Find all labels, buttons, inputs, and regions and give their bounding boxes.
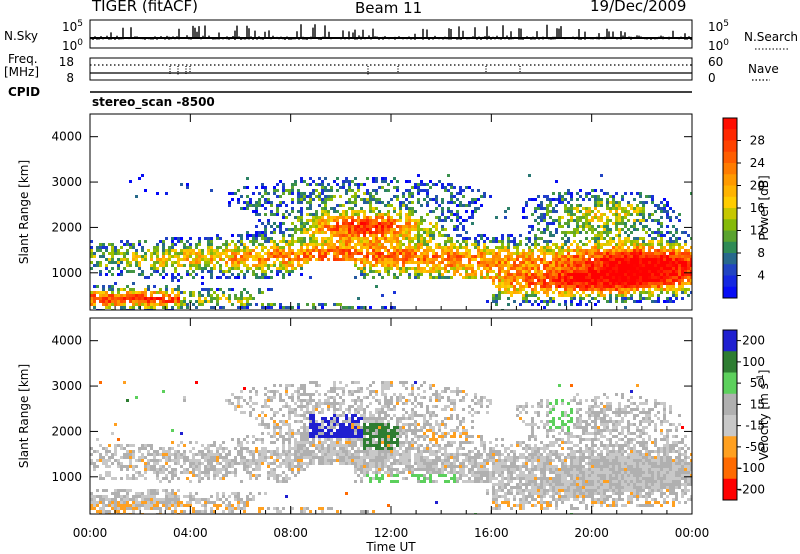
power-y-tick-label: 4000 bbox=[51, 130, 82, 144]
power-colorbar-swatch bbox=[723, 163, 737, 175]
power-colorbar-swatch bbox=[723, 185, 737, 198]
velocity-colorbar-tick-label: -50 bbox=[745, 440, 765, 454]
velocity-colorbar-swatch bbox=[723, 372, 737, 395]
velocity-colorbar-tick-label: -200 bbox=[738, 482, 765, 496]
nave-tick-label: 60 bbox=[708, 55, 723, 69]
noise-y-tick-label: 100 bbox=[62, 38, 83, 53]
velocity-colorbar-tick-label: 200 bbox=[742, 334, 765, 348]
scan-label: stereo_scan -8500 bbox=[92, 95, 215, 109]
power-colorbar-swatch bbox=[723, 118, 737, 130]
nsearch-label: N.Search bbox=[744, 30, 799, 44]
power-colorbar-swatch bbox=[723, 174, 737, 186]
beam-label: Beam 11 bbox=[355, 0, 423, 17]
velocity-y-tick-label: 1000 bbox=[51, 470, 82, 484]
velocity-colorbar-tick-label: 50 bbox=[750, 376, 765, 390]
power-colorbar-swatch bbox=[723, 286, 737, 299]
power-colorbar-tick-label: 28 bbox=[750, 134, 765, 148]
power-y-tick-label: 1000 bbox=[51, 266, 82, 280]
velocity-y-tick-label: 3000 bbox=[51, 379, 82, 393]
x-tick-label: 20:00 bbox=[574, 526, 609, 540]
velocity-colorbar-swatch bbox=[723, 478, 737, 501]
radar-title: TIGER (fitACF) bbox=[92, 0, 199, 15]
nsky-label: N.Sky bbox=[4, 29, 39, 43]
power-colorbar-label: Power [dB] bbox=[757, 175, 771, 240]
power-heatmap-cells bbox=[90, 174, 692, 310]
x-tick-label: 12:00 bbox=[374, 526, 409, 540]
noise-frame bbox=[89, 19, 693, 49]
freq-unit-label: [MHz] bbox=[4, 65, 40, 79]
freq-y-tick-label: 8 bbox=[66, 71, 74, 85]
power-colorbar-swatch bbox=[723, 129, 737, 141]
nave-tick-label: 0 bbox=[708, 71, 716, 85]
x-tick-label: 04:00 bbox=[173, 526, 208, 540]
noise-y-tick-label: 105 bbox=[62, 19, 83, 34]
velocity-colorbar-swatch bbox=[723, 393, 737, 416]
freq-label: Freq. bbox=[8, 52, 38, 66]
velocity-y-axis-label: Slant Range [km] bbox=[17, 364, 31, 468]
x-tick-label: 00:00 bbox=[675, 526, 710, 540]
velocity-y-tick-label: 2000 bbox=[51, 424, 82, 438]
power-colorbar-tick-label: 4 bbox=[757, 269, 765, 283]
power-colorbar-swatch bbox=[723, 151, 737, 164]
noise-trace bbox=[90, 24, 692, 40]
velocity-colorbar-swatch bbox=[723, 457, 737, 480]
velocity-colorbar-swatch bbox=[723, 351, 737, 373]
nave-label: Nave bbox=[748, 62, 779, 76]
power-colorbar-swatch bbox=[723, 253, 737, 265]
power-colorbar-tick-label: 24 bbox=[750, 156, 765, 170]
velocity-colorbar-tick-label: 15 bbox=[750, 397, 765, 411]
power-colorbar-swatch bbox=[723, 219, 737, 231]
cpid-label: CPID bbox=[8, 85, 41, 99]
freq-frame bbox=[89, 57, 693, 81]
power-colorbar-swatch bbox=[723, 275, 737, 288]
power-colorbar-tick-label: 12 bbox=[750, 224, 765, 238]
x-axis-label: Time UT bbox=[365, 540, 416, 554]
velocity-colorbar-tick-label: -15 bbox=[745, 419, 765, 433]
freq-y-tick-label: 18 bbox=[59, 55, 74, 69]
power-colorbar-tick-label: 20 bbox=[750, 179, 765, 193]
date-label: 19/Dec/2009 bbox=[590, 0, 687, 15]
velocity-colorbar-swatch bbox=[723, 330, 737, 352]
power-colorbar-tick-label: 8 bbox=[757, 246, 765, 260]
velocity-colorbar-frame bbox=[722, 329, 738, 501]
velocity-colorbar-tick-label: -100 bbox=[738, 461, 765, 475]
power-y-tick-label: 2000 bbox=[51, 220, 82, 234]
velocity-heatmap-cells bbox=[90, 381, 692, 514]
noise-right-tick-label: 100 bbox=[708, 38, 729, 53]
noise-right-tick-label: 105 bbox=[708, 19, 729, 34]
power-colorbar-swatch bbox=[723, 264, 737, 276]
power-colorbar-swatch bbox=[723, 208, 737, 220]
power-colorbar-swatch bbox=[723, 140, 737, 153]
velocity-colorbar-swatch bbox=[723, 415, 737, 437]
power-colorbar-tick-label: 16 bbox=[750, 201, 765, 215]
power-y-axis-label: Slant Range [km] bbox=[17, 160, 31, 264]
x-tick-label: 08:00 bbox=[273, 526, 308, 540]
x-tick-label: 00:00 bbox=[73, 526, 108, 540]
velocity-colorbar-label: Velocity [m s-1] bbox=[756, 370, 771, 461]
velocity-colorbar-tick-label: 100 bbox=[742, 355, 765, 369]
velocity-colorbar-swatch bbox=[723, 436, 737, 458]
power-colorbar-swatch bbox=[723, 230, 737, 243]
velocity-y-tick-label: 4000 bbox=[51, 334, 82, 348]
power-colorbar-swatch bbox=[723, 196, 737, 209]
power-colorbar-swatch bbox=[723, 241, 737, 254]
x-tick-label: 16:00 bbox=[474, 526, 509, 540]
power-y-tick-label: 3000 bbox=[51, 175, 82, 189]
